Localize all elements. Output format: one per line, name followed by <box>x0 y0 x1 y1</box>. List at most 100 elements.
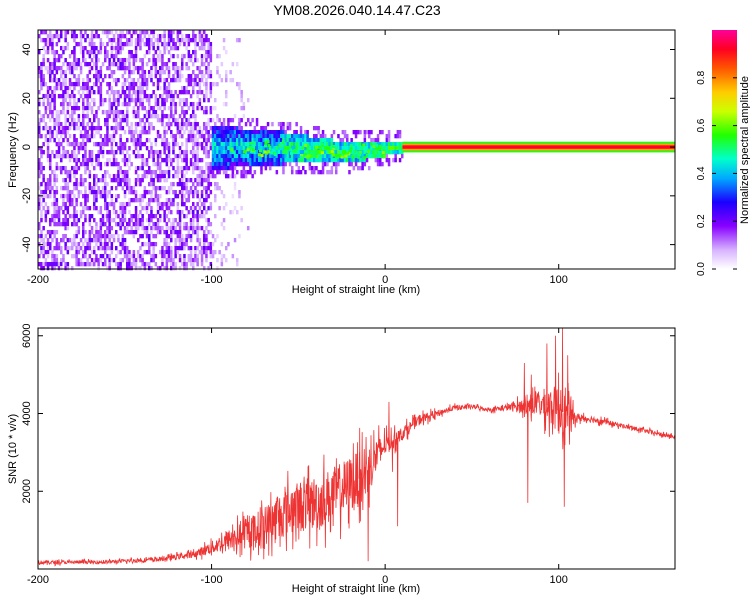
spectrogram-cell <box>44 30 48 35</box>
spectrogram-cell <box>95 74 98 79</box>
spectrogram-cell <box>148 138 151 143</box>
snr-x-tick-label: -200 <box>27 574 49 586</box>
spectrogram-cell <box>84 38 87 43</box>
spectrogram-cell <box>123 230 127 235</box>
spectrogram-cell <box>152 198 155 203</box>
spectrogram-cell <box>44 194 48 199</box>
spectrogram-cell <box>244 162 248 167</box>
spectrogram-cell <box>187 34 191 39</box>
spectrogram-cell <box>123 70 127 75</box>
spectrogram-cell <box>55 134 59 139</box>
spectrogram-cell <box>167 250 171 255</box>
spectrogram-cell <box>108 58 111 63</box>
spectrogram-cell <box>231 154 235 159</box>
spectrogram-cell <box>170 54 173 59</box>
spectrogram-cell <box>174 102 177 107</box>
spectrogram-cell <box>207 98 210 103</box>
spectrogram-cell <box>185 238 188 243</box>
spectrogram-cell <box>187 78 191 83</box>
spectrogram-cell <box>123 82 127 87</box>
spectrogram-cell <box>209 70 213 75</box>
spectrogram-cell <box>42 174 45 179</box>
spectrogram-cell <box>112 150 116 155</box>
spectrogram-cell <box>143 262 147 267</box>
spectrogram-cell <box>352 158 356 163</box>
spectrogram-cell <box>51 150 54 155</box>
spectrogram-cell <box>53 118 56 123</box>
spectrogram-cell <box>148 150 151 155</box>
spectrogram-cell <box>293 150 296 155</box>
spectrogram-cell <box>46 58 50 63</box>
spectrogram-cell <box>86 166 89 171</box>
spectrogram-cell <box>240 138 243 143</box>
spectrogram-cell <box>176 38 180 43</box>
spectrogram-cell <box>95 174 98 179</box>
spectrogram-cell <box>205 150 208 155</box>
spectrogram-cell <box>209 230 213 235</box>
spectrogram-cell <box>132 70 136 75</box>
spectrogram-cell <box>159 58 162 63</box>
spectrogram-cell <box>66 46 70 51</box>
spectrogram-cell <box>225 174 228 179</box>
spectrogram-cell <box>163 254 166 259</box>
spectrogram-cell <box>99 226 103 231</box>
spectrogram-cell <box>44 42 48 47</box>
spectrogram-cell <box>189 150 193 155</box>
spectrogram-cell <box>181 178 184 183</box>
spectrogram-speckle <box>315 145 319 149</box>
spectrogram-cell <box>216 166 219 171</box>
spectrogram-cell <box>117 234 120 239</box>
spectrogram-cell <box>49 182 52 187</box>
spectrogram-cell <box>167 90 171 95</box>
spectrogram-cell <box>104 54 107 59</box>
snr-x-tick-label: 100 <box>550 574 568 586</box>
spectrogram-cell <box>253 150 257 155</box>
spectrogram-cell <box>192 258 195 263</box>
spectrogram-cell <box>62 218 65 223</box>
spectrogram-cell <box>161 262 164 267</box>
spectrogram-cell <box>97 154 100 159</box>
spectrogram-cell <box>110 42 114 47</box>
spectrogram-cell <box>379 130 382 135</box>
spectrogram-cell <box>66 190 70 195</box>
spectrogram-cell <box>170 258 173 263</box>
spectrogram-cell <box>93 194 96 199</box>
spectrogram-cell <box>205 82 208 87</box>
spectrogram-cell <box>385 150 389 155</box>
spectrogram-speckle <box>320 142 324 146</box>
spectrogram-cell <box>242 106 246 111</box>
spectrogram-cell <box>156 210 160 215</box>
spectrogram-cell <box>143 54 147 59</box>
spectrogram-cell <box>38 202 41 207</box>
spectrogram-cell <box>203 126 206 131</box>
spectrogram-cell <box>49 94 52 99</box>
spectrogram-cell <box>42 166 45 171</box>
spectrogram-cell <box>51 34 54 39</box>
spectrogram-cell <box>258 146 261 151</box>
spectrogram-cell <box>150 142 153 147</box>
spectrogram-cell <box>66 66 70 71</box>
spectrogram-cell <box>68 98 72 103</box>
spectrogram-cell <box>49 86 52 91</box>
spectrogram-cell <box>46 206 50 211</box>
spectrogram-cell <box>64 70 67 75</box>
spectrogram-cell <box>159 78 162 83</box>
spectrogram-cell <box>51 46 54 51</box>
spectrogram-cell <box>82 122 85 127</box>
spectrogram-cell <box>330 134 334 139</box>
spectrogram-cell <box>214 238 217 243</box>
spectrogram-cell <box>115 130 118 135</box>
spectrogram-cell <box>143 250 147 255</box>
spectrogram-cell <box>97 150 100 155</box>
spectrogram-cell <box>291 134 294 139</box>
spectrogram-cell <box>183 38 186 43</box>
spectrogram-cell <box>207 130 210 135</box>
spectrogram-cell <box>126 258 129 263</box>
spectrogram-cell <box>165 142 169 147</box>
spectrogram-cell <box>302 138 305 143</box>
spectrogram-cell <box>258 162 261 167</box>
spectrogram-cell <box>238 146 241 151</box>
spectrogram-cell <box>66 246 70 251</box>
spectrogram-cell <box>200 90 204 95</box>
spectrogram-cell <box>40 238 43 243</box>
